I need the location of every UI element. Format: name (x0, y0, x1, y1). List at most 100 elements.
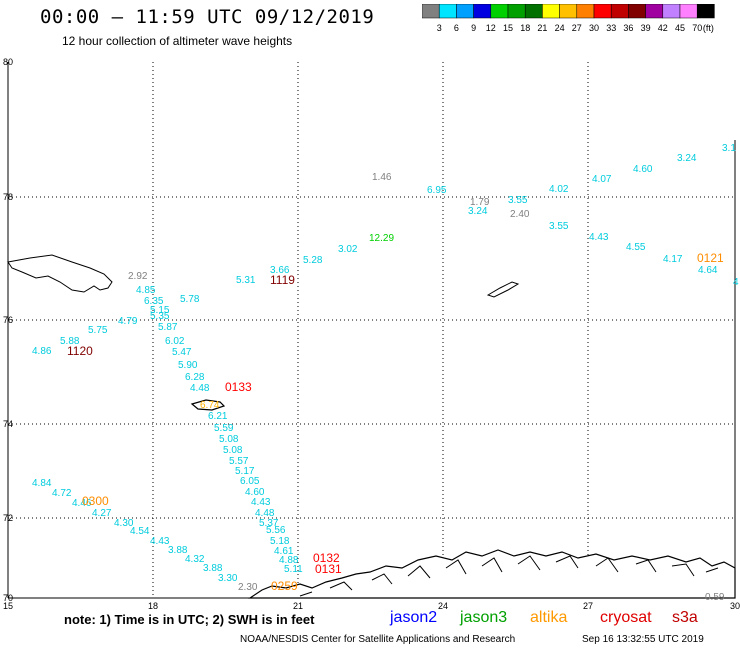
wave-height-value: 6.95 (427, 185, 447, 196)
credit-line: NOAA/NESDIS Center for Satellite Applica… (240, 634, 516, 645)
scale-tick-label: 36 (623, 23, 633, 33)
norway-coast (248, 549, 736, 599)
scale-unit-label: (ft) (703, 23, 714, 33)
wave-height-value: 3.55 (549, 221, 569, 232)
longitude-label: 30 (730, 601, 740, 611)
scale-tick-label: 45 (675, 23, 685, 33)
page-title: 00:00 — 11:59 UTC 09/12/2019 (40, 6, 375, 28)
latitude-label: 80 (3, 57, 13, 67)
wave-height-value: 5.15 (150, 305, 170, 316)
wave-height-readings: 1.46 6.95 1.79 3.55 3.24 2.40 4.02 4.07 4.60 3.24… (32, 143, 739, 603)
wave-height-value: 4.88 (279, 555, 299, 566)
scale-tick-label: 12 (486, 23, 496, 33)
svalbard-coast-north (7, 254, 113, 293)
wave-height-value: 4.30 (114, 518, 134, 529)
wave-height-value: 0.59 (705, 592, 725, 603)
wave-height-value: 3.88 (203, 563, 223, 574)
page-subtitle: 12 hour collection of altimeter wave hei… (62, 34, 293, 48)
longitude-label: 15 (3, 601, 13, 611)
wave-height-value: 4.61 (274, 546, 294, 557)
scale-swatch (473, 4, 492, 19)
scale-swatch (679, 4, 698, 19)
wave-height-value: 5.87 (158, 322, 178, 333)
latitude-label: 76 (3, 315, 13, 325)
scale-swatch (662, 4, 681, 19)
scale-swatch (576, 4, 595, 19)
scale-swatch (628, 4, 646, 19)
scale-tick-label: 3 (437, 23, 442, 33)
pass-time: 0259 (271, 579, 298, 593)
scale-tick-label: 21 (537, 23, 547, 33)
wave-height-value: 2.92 (128, 271, 148, 282)
latitude-label: 72 (3, 513, 13, 523)
wave-height-value: 5.75 (88, 325, 108, 336)
bear-island (190, 399, 226, 411)
wave-height-value: 4.43 (251, 497, 271, 508)
scale-swatch (593, 4, 612, 19)
wave-height-value: 3.1 (722, 143, 736, 154)
scale-swatch (696, 4, 715, 19)
scale-tick-label: 9 (471, 23, 476, 33)
wave-height-value: 5.28 (303, 255, 323, 266)
latitude-label: 74 (3, 419, 13, 429)
wave-height-value: 4.43 (589, 232, 609, 243)
wave-height-value: 4.27 (92, 508, 112, 519)
wave-height-value: 4.79 (118, 316, 138, 327)
wave-height-value: 5.08 (219, 434, 239, 445)
wave-height-value: 5.57 (229, 456, 249, 467)
scale-tick-label: 39 (641, 23, 651, 33)
generated-timestamp: Sep 16 13:32:55 UTC 2019 (582, 634, 704, 645)
wave-height-value: 5.18 (270, 536, 290, 547)
wave-height-value: 6.21 (208, 411, 228, 422)
wave-height-value: 5.88 (60, 336, 80, 347)
footer-note: note: 1) Time is in UTC; 2) SWH is in fe… (64, 612, 315, 627)
wave-height-value: 5.90 (178, 360, 198, 371)
scale-swatch (422, 4, 440, 19)
coastline (7, 254, 736, 599)
longitude-label: 27 (583, 601, 593, 611)
wave-height-value: 4.17 (663, 254, 683, 265)
norway-fjords (299, 555, 719, 597)
color-scale-legend: 3 6 9 12 15 18 21 24 27 30 33 36 39 42 45 70 (ft) (422, 4, 715, 33)
pass-time: 0300 (82, 494, 109, 508)
wave-height-value: 2.40 (510, 209, 530, 220)
wave-height-value: 1.79 (470, 197, 490, 208)
scale-swatch (490, 4, 509, 19)
latitude-label: 70 (3, 593, 13, 603)
wave-height-value: 5.31 (236, 275, 256, 286)
wave-height-value: 4.54 (130, 526, 150, 537)
wave-height-value: 2.30 (238, 582, 258, 593)
wave-height-value: 4.60 (245, 487, 265, 498)
wave-height-value: 5.47 (172, 347, 192, 358)
wave-height-value: 4.85 (136, 285, 156, 296)
wave-height-value: 4.64 (698, 265, 718, 276)
wave-height-value: 3.55 (508, 195, 528, 206)
wave-height-value: 5.59 (214, 423, 234, 434)
scale-tick-label: 70 (692, 23, 702, 33)
wave-height-value: 4.55 (626, 242, 646, 253)
scale-tick-label: 15 (503, 23, 513, 33)
wave-height-value: 3.24 (677, 153, 697, 164)
wave-height-value: 6.02 (165, 336, 185, 347)
legend-s3a: s3a (672, 609, 698, 626)
wave-height-value: 4.84 (32, 478, 52, 489)
scale-tick-label: 6 (454, 23, 459, 33)
scale-tick-label: 33 (606, 23, 616, 33)
wave-height-value: 3.24 (468, 206, 488, 217)
longitude-label: 21 (293, 601, 303, 611)
wave-height-value: 4 (733, 277, 739, 288)
wave-height-value: 3.30 (218, 573, 238, 584)
longitude-label: 18 (148, 601, 158, 611)
wave-height-value: 5.11 (284, 564, 303, 575)
legend-cryosat: cryosat (600, 609, 652, 626)
legend-jason3: jason3 (460, 609, 508, 626)
wave-height-value: 12.29 (369, 233, 394, 244)
wave-height-value: 6.74 (200, 400, 220, 411)
scale-swatch (456, 4, 474, 19)
wave-height-value: 3.02 (338, 244, 358, 255)
scale-tick-label: 42 (658, 23, 668, 33)
wave-height-value: 4.46 (72, 498, 92, 509)
